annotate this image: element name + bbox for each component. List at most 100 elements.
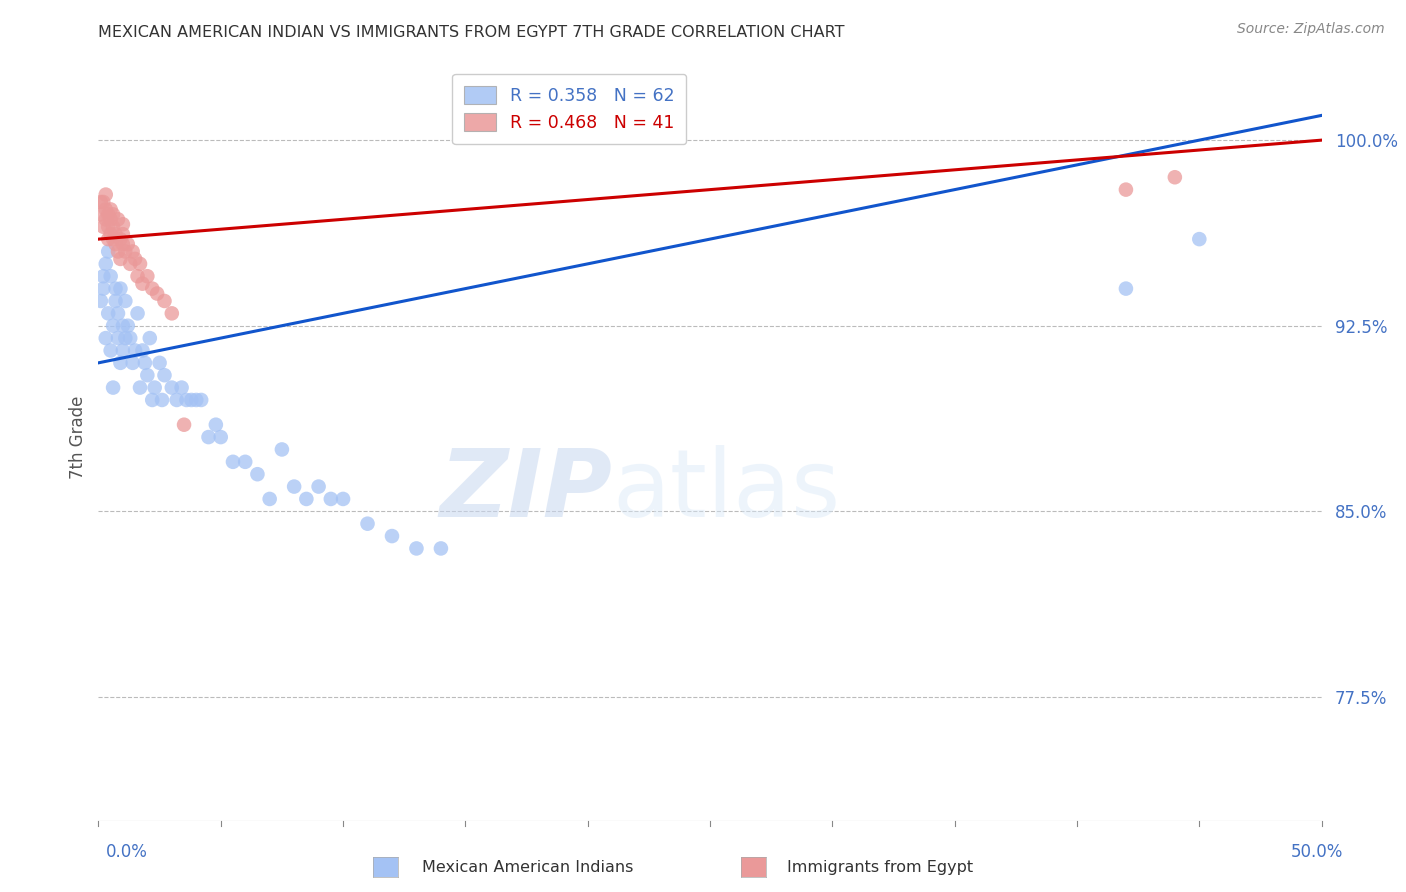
- Point: [111, 217, 134, 231]
- Point: [107, 306, 129, 320]
- Point: [97, 232, 120, 246]
- Point: [101, 318, 124, 333]
- Point: [117, 318, 139, 333]
- Point: [100, 227, 122, 242]
- Point: [100, 212, 122, 227]
- Point: [104, 282, 127, 296]
- Point: [94, 257, 117, 271]
- Point: [131, 343, 153, 358]
- Point: [100, 202, 122, 217]
- Point: [90, 194, 112, 209]
- Point: [117, 237, 139, 252]
- Point: [150, 392, 173, 407]
- Point: [94, 187, 117, 202]
- Point: [107, 331, 129, 345]
- Point: [308, 479, 330, 493]
- Point: [107, 244, 129, 259]
- Point: [270, 442, 294, 457]
- Point: [129, 381, 152, 395]
- Point: [1188, 232, 1211, 246]
- Point: [141, 392, 163, 407]
- Point: [283, 479, 305, 493]
- Point: [153, 293, 176, 308]
- Point: [186, 392, 208, 407]
- Point: [430, 541, 453, 556]
- Point: [124, 343, 146, 358]
- Point: [139, 331, 162, 345]
- Point: [160, 306, 183, 320]
- Point: [91, 219, 114, 234]
- Point: [153, 368, 176, 383]
- Point: [97, 244, 120, 259]
- Text: Mexican American Indians: Mexican American Indians: [422, 860, 633, 874]
- Text: 50.0%: 50.0%: [1291, 843, 1343, 861]
- Point: [319, 491, 342, 506]
- Point: [107, 212, 129, 227]
- Point: [91, 282, 114, 296]
- Point: [405, 541, 427, 556]
- Point: [114, 293, 136, 308]
- Point: [381, 529, 404, 543]
- Point: [114, 244, 136, 259]
- Point: [1115, 282, 1137, 296]
- Point: [91, 194, 114, 209]
- Point: [259, 491, 281, 506]
- Point: [143, 381, 166, 395]
- Point: [124, 252, 146, 266]
- Point: [209, 430, 232, 444]
- Point: [332, 491, 354, 506]
- Point: [114, 331, 136, 345]
- Point: [170, 381, 193, 395]
- Point: [233, 455, 256, 469]
- Text: ZIP: ZIP: [439, 445, 612, 537]
- Point: [136, 269, 159, 284]
- Y-axis label: 7th Grade: 7th Grade: [69, 395, 87, 479]
- Point: [197, 430, 219, 444]
- Point: [110, 356, 132, 370]
- Point: [104, 227, 127, 242]
- Point: [176, 392, 198, 407]
- Text: Source: ZipAtlas.com: Source: ZipAtlas.com: [1237, 22, 1385, 37]
- Point: [120, 331, 142, 345]
- Point: [127, 306, 149, 320]
- Point: [141, 282, 163, 296]
- Text: MEXICAN AMERICAN INDIAN VS IMMIGRANTS FROM EGYPT 7TH GRADE CORRELATION CHART: MEXICAN AMERICAN INDIAN VS IMMIGRANTS FR…: [98, 25, 845, 40]
- Point: [101, 207, 124, 221]
- Point: [100, 269, 122, 284]
- Point: [101, 381, 124, 395]
- Point: [111, 237, 134, 252]
- Point: [90, 293, 112, 308]
- Point: [131, 277, 153, 291]
- Point: [120, 257, 142, 271]
- Point: [94, 202, 117, 217]
- Point: [100, 343, 122, 358]
- Point: [1115, 183, 1137, 197]
- Point: [190, 392, 212, 407]
- Point: [129, 257, 152, 271]
- Point: [111, 318, 134, 333]
- Point: [97, 219, 120, 234]
- Point: [205, 417, 228, 432]
- Point: [295, 491, 318, 506]
- Point: [111, 343, 134, 358]
- Text: 0.0%: 0.0%: [105, 843, 148, 861]
- Point: [246, 467, 269, 482]
- Point: [94, 331, 117, 345]
- Point: [149, 356, 172, 370]
- Point: [97, 207, 120, 221]
- Point: [101, 219, 124, 234]
- Point: [173, 417, 195, 432]
- Point: [94, 212, 117, 227]
- Point: [134, 356, 156, 370]
- Point: [222, 455, 245, 469]
- Point: [101, 232, 124, 246]
- Point: [111, 227, 134, 242]
- Point: [110, 252, 132, 266]
- Point: [110, 282, 132, 296]
- Point: [146, 286, 169, 301]
- Point: [127, 269, 149, 284]
- Point: [180, 392, 202, 407]
- Point: [97, 306, 120, 320]
- Point: [356, 516, 378, 531]
- Point: [121, 356, 143, 370]
